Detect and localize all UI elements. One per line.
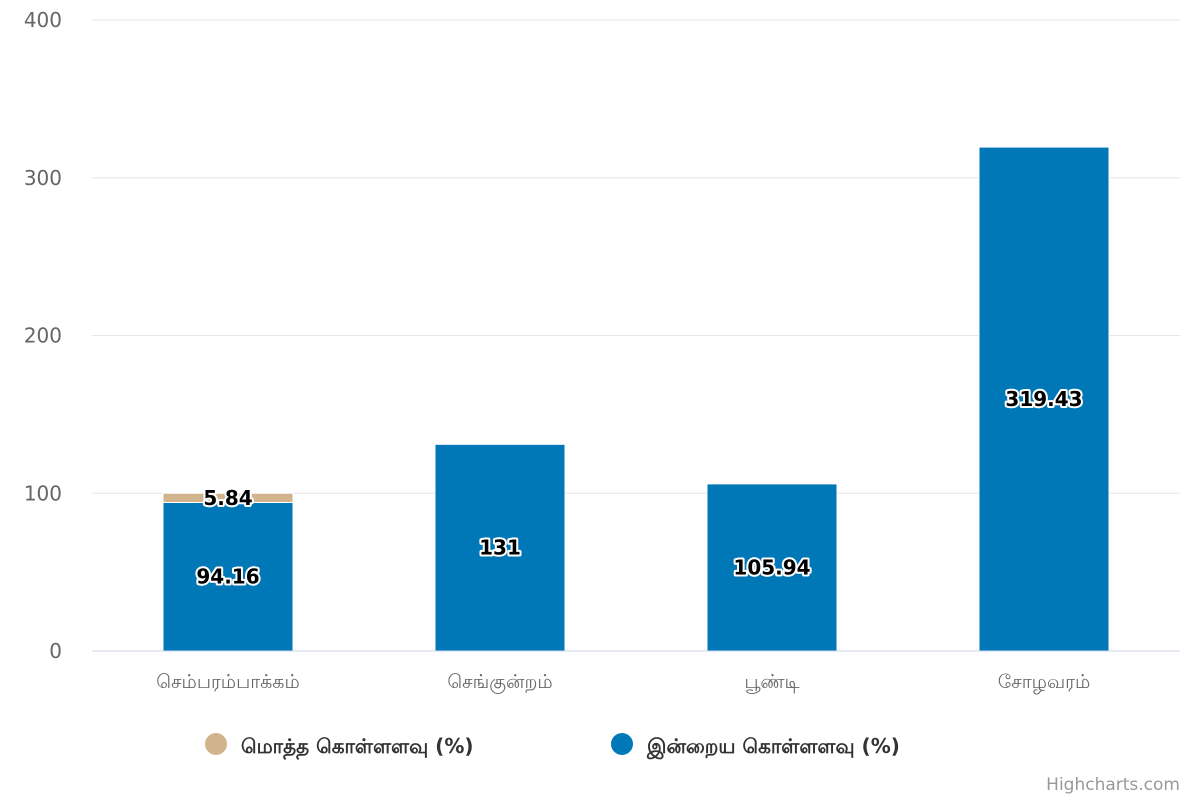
data-label: 94.16	[196, 565, 259, 589]
data-label: 5.84	[203, 486, 252, 510]
x-category-label: சோழவரம்	[998, 671, 1091, 694]
bars	[162, 146, 1110, 652]
bar-today[interactable]	[162, 501, 294, 652]
data-label: 131	[479, 536, 521, 560]
y-tick-label: 400	[24, 8, 62, 32]
y-tick-label: 300	[24, 166, 62, 190]
x-axis-categories: செம்பரம்பாக்கம் செங்குன்றம் பூண்டி சோழவரம்	[156, 671, 1090, 694]
data-label: 319.43	[1005, 387, 1082, 411]
x-category-label: செம்பரம்பாக்கம்	[156, 671, 300, 693]
legend: மொத்த கொள்ளளவு (%) இன்றைய கொள்ளளவு (%)	[205, 733, 900, 760]
bar-total[interactable]	[162, 492, 294, 503]
legend-item-today[interactable]: இன்றைய கொள்ளளவு (%)	[611, 733, 900, 760]
y-axis-ticks: 0 100 200 300 400	[24, 8, 62, 663]
y-tick-label: 0	[49, 639, 62, 663]
y-tick-label: 200	[24, 324, 62, 348]
credits-link[interactable]: Highcharts.com	[1046, 775, 1180, 795]
bar-today[interactable]	[706, 483, 838, 652]
legend-item-total[interactable]: மொத்த கொள்ளளவு (%)	[205, 733, 474, 760]
legend-marker-total	[205, 733, 227, 755]
legend-marker-today	[611, 733, 633, 755]
legend-label-total: மொத்த கொள்ளளவு (%)	[241, 734, 474, 760]
legend-label-today: இன்றைய கொள்ளளவு (%)	[646, 734, 900, 760]
x-category-label: பூண்டி	[744, 671, 799, 694]
bar-today[interactable]	[434, 443, 566, 652]
data-label: 105.94	[733, 555, 810, 579]
x-category-label: செங்குன்றம்	[447, 671, 552, 694]
data-labels: 94.16 5.84 131 105.94 319.43	[194, 385, 1084, 591]
y-tick-label: 100	[24, 481, 62, 505]
